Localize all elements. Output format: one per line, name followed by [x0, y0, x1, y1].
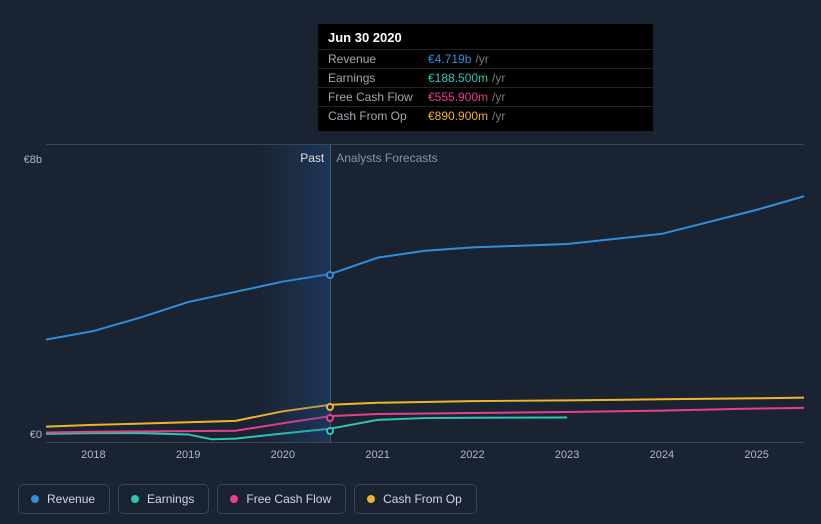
tooltip-row: Earnings€188.500m/yr	[318, 68, 653, 87]
financial-chart[interactable]: 20182019202020212022202320242025PastAnal…	[18, 125, 804, 443]
tooltip-metric-value: €188.500m	[428, 71, 488, 85]
series-line-earnings	[46, 417, 567, 439]
tooltip-date: Jun 30 2020	[318, 30, 653, 49]
marker-earnings	[326, 427, 334, 435]
legend-dot-icon	[31, 495, 39, 503]
marker-cfo	[326, 403, 334, 411]
tooltip-row: Revenue€4.719b/yr	[318, 49, 653, 68]
legend-item-revenue[interactable]: Revenue	[18, 484, 110, 514]
tooltip-row: Cash From Op€890.900m/yr	[318, 106, 653, 125]
tooltip-metric-name: Cash From Op	[328, 109, 428, 123]
legend-item-cfo[interactable]: Cash From Op	[354, 484, 477, 514]
series-line-revenue	[46, 196, 804, 339]
legend: Revenue Earnings Free Cash Flow Cash From O…	[18, 484, 477, 514]
past-forecast-divider	[330, 145, 331, 442]
x-axis-label: 2018	[81, 449, 105, 461]
forecast-label: Analysts Forecasts	[336, 151, 437, 165]
tooltip-unit: /yr	[492, 90, 505, 104]
tooltip-unit: /yr	[492, 109, 505, 123]
tooltip-metric-value: €890.900m	[428, 109, 488, 123]
x-axis-label: 2025	[744, 449, 768, 461]
tooltip-metric-name: Free Cash Flow	[328, 90, 428, 104]
series-line-fcf	[46, 408, 804, 433]
x-axis-label: 2024	[650, 449, 674, 461]
legend-label: Cash From Op	[383, 492, 462, 506]
legend-dot-icon	[230, 495, 238, 503]
x-axis-label: 2019	[176, 449, 200, 461]
marker-fcf	[326, 414, 334, 422]
tooltip-row: Free Cash Flow€555.900m/yr	[318, 87, 653, 106]
past-label: Past	[300, 151, 324, 165]
tooltip-metric-name: Revenue	[328, 52, 428, 66]
x-axis-label: 2020	[271, 449, 295, 461]
tooltip-unit: /yr	[492, 71, 505, 85]
x-axis-label: 2021	[365, 449, 389, 461]
y-axis-label: €0	[18, 429, 42, 441]
legend-label: Free Cash Flow	[246, 492, 331, 506]
tooltip-unit: /yr	[475, 52, 488, 66]
legend-label: Earnings	[147, 492, 194, 506]
chart-svg	[46, 145, 804, 442]
legend-label: Revenue	[47, 492, 95, 506]
marker-revenue	[326, 271, 334, 279]
legend-dot-icon	[367, 495, 375, 503]
tooltip-metric-value: €555.900m	[428, 90, 488, 104]
tooltip-metric-name: Earnings	[328, 71, 428, 85]
tooltip-rows: Revenue€4.719b/yrEarnings€188.500m/yrFre…	[318, 49, 653, 125]
legend-dot-icon	[131, 495, 139, 503]
tooltip-metric-value: €4.719b	[428, 52, 471, 66]
x-axis-label: 2022	[460, 449, 484, 461]
series-line-cfo	[46, 398, 804, 427]
chart-tooltip: Jun 30 2020 Revenue€4.719b/yrEarnings€18…	[318, 24, 653, 131]
y-axis-label: €8b	[18, 154, 42, 166]
x-axis-label: 2023	[555, 449, 579, 461]
legend-item-fcf[interactable]: Free Cash Flow	[217, 484, 346, 514]
legend-item-earnings[interactable]: Earnings	[118, 484, 209, 514]
plot-area: 20182019202020212022202320242025PastAnal…	[46, 144, 804, 443]
